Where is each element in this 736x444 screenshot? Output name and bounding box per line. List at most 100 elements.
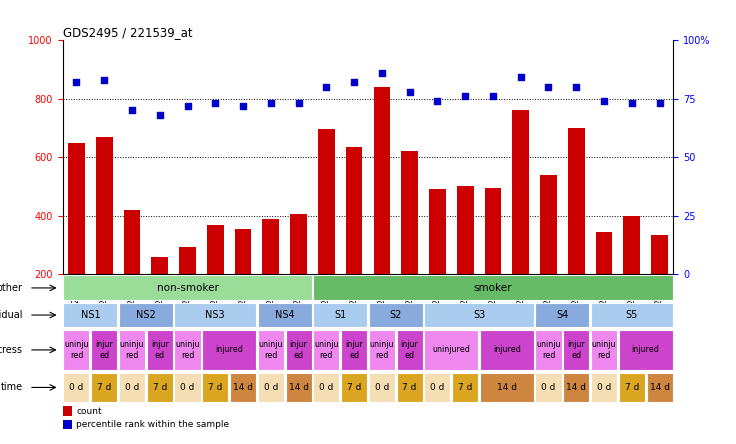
Point (654, 100, 665, 107)
Point (348, 79, 360, 86)
Bar (535, 373, 562, 402)
Bar (235, 229, 252, 274)
Text: 0 d: 0 d (431, 383, 445, 392)
Point (99, 76, 110, 83)
Text: 0 d: 0 d (263, 383, 278, 392)
Bar (146, 330, 173, 369)
Bar (425, 302, 534, 328)
Bar (623, 216, 640, 274)
Text: uninju
red: uninju red (175, 340, 199, 360)
Bar (619, 373, 645, 402)
Text: injur
ed: injur ed (151, 340, 169, 360)
Bar (457, 186, 473, 274)
Point (598, 97, 610, 104)
Text: 0 d: 0 d (180, 383, 195, 392)
Bar (230, 373, 256, 402)
Bar (63, 420, 72, 429)
Text: injur
ed: injur ed (95, 340, 113, 360)
Bar (314, 373, 339, 402)
Bar (91, 373, 117, 402)
Text: 14 d: 14 d (566, 383, 587, 392)
Text: 7 d: 7 d (347, 383, 361, 392)
Bar (452, 373, 478, 402)
Text: 14 d: 14 d (650, 383, 670, 392)
Point (320, 83, 332, 91)
Bar (401, 151, 418, 274)
Text: other: other (0, 283, 23, 293)
Point (126, 107, 138, 114)
Text: 7 d: 7 d (458, 383, 473, 392)
Text: S4: S4 (556, 310, 568, 320)
Text: 0 d: 0 d (69, 383, 84, 392)
Bar (202, 373, 228, 402)
Bar (263, 219, 279, 274)
Bar (202, 330, 256, 369)
Bar (480, 330, 534, 369)
Text: S1: S1 (334, 310, 347, 320)
Bar (68, 143, 85, 274)
Text: injured: injured (493, 345, 521, 354)
Text: uninju
red: uninju red (64, 340, 89, 360)
Text: NS1: NS1 (80, 310, 100, 320)
Point (210, 100, 222, 107)
Bar (314, 302, 367, 328)
Point (182, 102, 194, 109)
Text: 14 d: 14 d (233, 383, 253, 392)
Bar (174, 330, 201, 369)
Bar (207, 225, 224, 274)
Text: 14 d: 14 d (497, 383, 517, 392)
Text: injured: injured (631, 345, 659, 354)
Text: uninju
red: uninju red (120, 340, 144, 360)
Text: uninju
red: uninju red (537, 340, 561, 360)
Bar (91, 330, 117, 369)
Point (459, 93, 471, 100)
Bar (258, 330, 284, 369)
Bar (369, 373, 395, 402)
Bar (346, 147, 362, 274)
Bar (595, 232, 612, 274)
Bar (397, 330, 422, 369)
Bar (174, 302, 256, 328)
Bar (318, 129, 335, 274)
Bar (563, 330, 590, 369)
Text: stress: stress (0, 345, 23, 355)
Bar (119, 373, 145, 402)
Bar (63, 330, 90, 369)
Bar (119, 330, 145, 369)
Bar (314, 275, 673, 301)
Bar (591, 373, 617, 402)
Text: 7 d: 7 d (152, 383, 167, 392)
Bar (535, 302, 590, 328)
Text: 7 d: 7 d (625, 383, 639, 392)
Bar (619, 330, 673, 369)
Bar (63, 275, 311, 301)
Bar (96, 137, 113, 274)
Bar (63, 373, 90, 402)
Text: injured: injured (215, 345, 243, 354)
Bar (286, 373, 311, 402)
Bar (591, 302, 673, 328)
Text: 0 d: 0 d (375, 383, 389, 392)
Bar (591, 330, 617, 369)
Text: injur
ed: injur ed (400, 340, 419, 360)
Text: NS2: NS2 (136, 310, 156, 320)
Bar (374, 87, 390, 274)
Text: uninjured: uninjured (432, 345, 470, 354)
Point (487, 93, 499, 100)
Point (376, 69, 388, 76)
Text: 7 d: 7 d (403, 383, 417, 392)
Bar (425, 373, 450, 402)
Point (570, 83, 582, 91)
Bar (651, 235, 668, 274)
Bar (286, 330, 311, 369)
Text: NS4: NS4 (275, 310, 294, 320)
Text: 0 d: 0 d (597, 383, 611, 392)
Point (293, 100, 305, 107)
Bar (179, 246, 196, 274)
Bar (63, 302, 117, 328)
Bar (369, 330, 395, 369)
Text: GDS2495 / 221539_at: GDS2495 / 221539_at (63, 26, 192, 39)
Bar (568, 128, 584, 274)
Text: 0 d: 0 d (541, 383, 556, 392)
Bar (480, 373, 534, 402)
